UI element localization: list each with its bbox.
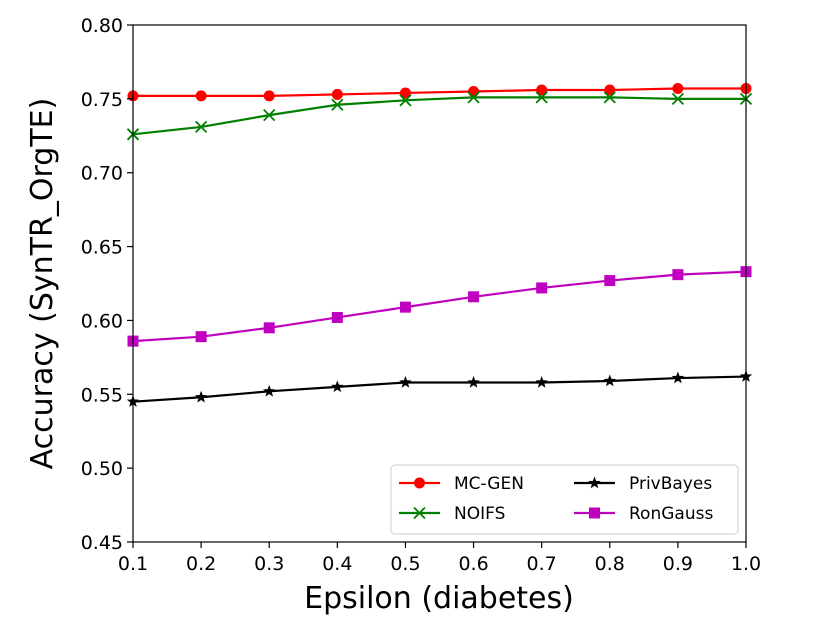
- y-tick-label: 0.45: [81, 532, 123, 554]
- legend-swatch-marker: [589, 507, 600, 519]
- data-point: [195, 331, 207, 343]
- series-line-rongauss: [132, 270, 747, 343]
- ticks-layer: 0.1 0.2 0.3 0.4 0.5 0.6 0.7 0.8 0.9 1.0 0.45 0.50 0.…: [81, 15, 761, 575]
- legend-box: [390, 464, 739, 535]
- legend-label: NOIFS: [454, 504, 505, 524]
- x-tick-label: 0.3: [254, 553, 284, 575]
- y-tick-label: 0.80: [81, 15, 123, 37]
- series-noifs: [126, 91, 753, 141]
- data-point: [331, 311, 343, 323]
- data-point: [263, 108, 276, 122]
- data-point: [467, 375, 480, 388]
- series-mc-gen: [127, 83, 752, 102]
- data-point: [604, 84, 616, 96]
- data-point: [399, 94, 412, 107]
- data-point: [671, 92, 685, 105]
- data-point: [263, 384, 276, 397]
- y-tick-label: 0.70: [81, 163, 123, 185]
- series-layer: [126, 83, 753, 407]
- series-line-noifs: [132, 96, 746, 136]
- data-point: [331, 88, 343, 100]
- data-point: [672, 83, 684, 95]
- legend: MC-GEN NOIFS PrivBayes RonGauss: [390, 464, 739, 535]
- data-point: [263, 90, 275, 102]
- data-point: [535, 375, 548, 388]
- legend-item-mc-gen: MC-GEN: [399, 474, 524, 494]
- data-point: [603, 91, 616, 104]
- legend-label: MC-GEN: [454, 474, 524, 494]
- y-tick-label: 0.60: [81, 310, 123, 332]
- y-tick-label: 0.65: [81, 237, 123, 259]
- data-point: [467, 91, 480, 104]
- x-tick-label: 1.0: [731, 553, 761, 575]
- legend-label: RonGauss: [629, 504, 713, 524]
- data-point: [263, 322, 275, 334]
- data-point: [468, 291, 480, 303]
- x-tick-label: 0.5: [390, 553, 420, 575]
- data-point: [604, 275, 616, 287]
- series-line-privbayes: [132, 375, 747, 403]
- y-tick-label: 0.55: [81, 384, 123, 406]
- data-point: [194, 120, 208, 134]
- data-point: [331, 380, 344, 393]
- data-point: [536, 282, 548, 294]
- data-point: [331, 98, 344, 111]
- data-point: [399, 301, 411, 313]
- x-tick-label: 0.7: [527, 553, 557, 575]
- data-point: [399, 375, 412, 388]
- series-line-mc-gen: [133, 87, 746, 98]
- x-tick-label: 0.2: [186, 553, 216, 575]
- data-point: [195, 90, 207, 102]
- data-point: [671, 371, 685, 384]
- legend-swatch-marker: [588, 476, 601, 489]
- series-rongauss: [127, 266, 752, 347]
- x-axis-title: Epsilon (diabetes): [304, 581, 574, 616]
- data-point: [535, 91, 548, 104]
- series-privbayes: [126, 370, 753, 407]
- legend-item-noifs: NOIFS: [399, 504, 505, 524]
- data-point: [603, 374, 616, 387]
- data-point: [672, 269, 684, 281]
- y-tick-label: 0.75: [81, 89, 123, 111]
- x-tick-label: 0.1: [118, 553, 148, 575]
- x-tick-label: 0.8: [595, 553, 625, 575]
- legend-swatch-marker: [413, 506, 426, 520]
- legend-label: PrivBayes: [629, 474, 712, 494]
- legend-item-privbayes: PrivBayes: [574, 474, 712, 494]
- data-point: [536, 84, 548, 96]
- legend-swatch-marker: [414, 477, 425, 489]
- x-tick-label: 0.4: [322, 553, 352, 575]
- data-point: [468, 85, 480, 97]
- plot-frame: [132, 24, 747, 543]
- legend-item-rongauss: RonGauss: [574, 504, 713, 524]
- data-point: [399, 87, 411, 99]
- x-tick-label: 0.6: [458, 553, 488, 575]
- data-point: [194, 390, 208, 403]
- y-axis-title: Accuracy (SynTR_OrgTE): [25, 98, 60, 470]
- x-tick-label: 0.9: [663, 553, 693, 575]
- y-tick-label: 0.50: [81, 458, 123, 480]
